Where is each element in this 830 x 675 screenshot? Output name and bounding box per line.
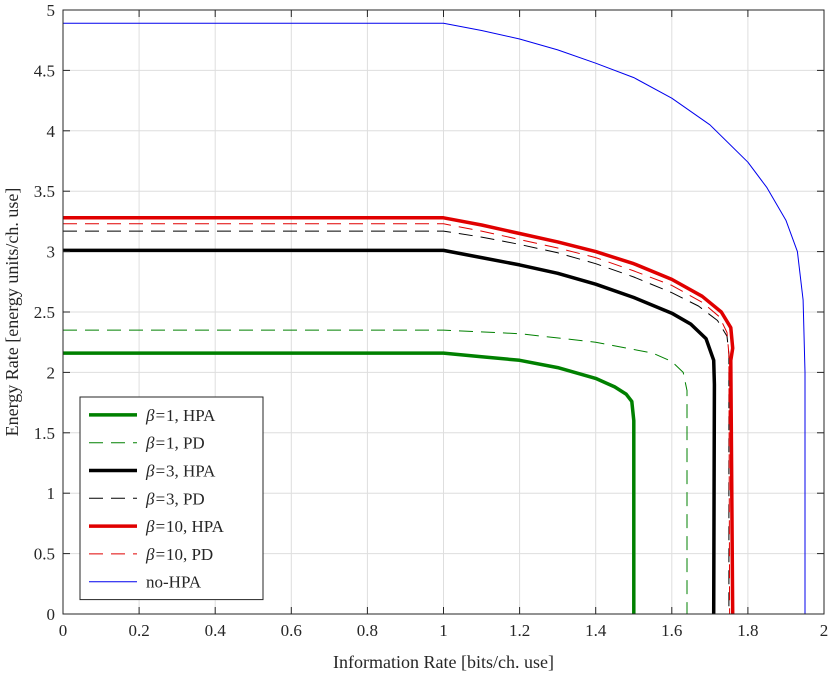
y-tick-label: 1.5 xyxy=(34,424,55,443)
series-line-5 xyxy=(63,216,735,615)
legend-label: no-HPA xyxy=(146,573,202,592)
y-tick-label: 2 xyxy=(47,363,56,382)
series-line-1 xyxy=(63,351,636,614)
series-line-6 xyxy=(63,223,731,615)
y-tick-label: 3 xyxy=(47,243,56,262)
x-tick-label: 0.2 xyxy=(128,621,149,640)
legend-label: β=1, HPA xyxy=(145,406,216,425)
y-tick-label: 0 xyxy=(47,605,56,624)
y-tick-label: 4 xyxy=(47,122,56,141)
x-tick-label: 0 xyxy=(59,621,68,640)
legend-label: β=3, PD xyxy=(145,489,205,508)
y-tick-label: 2.5 xyxy=(34,303,55,322)
y-tick-label: 3.5 xyxy=(34,182,55,201)
series-line-3 xyxy=(63,248,717,615)
x-tick-label: 1.6 xyxy=(661,621,682,640)
x-tick-label: 0.4 xyxy=(205,621,227,640)
x-tick-label: 1.8 xyxy=(737,621,758,640)
x-tick-label: 1 xyxy=(439,621,448,640)
series-line-2 xyxy=(63,329,688,614)
legend: β=1, HPA β=1, PD β=3, HPA β=3, PD β=10, HPA β… xyxy=(79,396,264,601)
plot-series xyxy=(63,22,806,615)
x-axis-label: Information Rate [bits/ch. use] xyxy=(333,652,554,672)
x-tick-label: 1.4 xyxy=(585,621,607,640)
legend-label: β=3, HPA xyxy=(145,462,216,481)
y-tick-label: 0.5 xyxy=(34,545,55,564)
series-line-7 xyxy=(63,22,806,614)
y-axis-label: Energy Rate [energy units/ch. use] xyxy=(2,188,22,437)
legend-box xyxy=(79,396,264,601)
legend-label: β=10, HPA xyxy=(145,517,225,536)
y-tick-label: 4.5 xyxy=(34,61,55,80)
x-tick-label: 0.6 xyxy=(281,621,302,640)
x-tick-label: 1.2 xyxy=(509,621,530,640)
axis-ticks: 0 0.2 0.4 0.6 0.8 1 1.2 1.4 1.6 1.8 2 0 0.5 1 1.5 2 2.5 3… xyxy=(34,1,829,640)
x-tick-label: 0.8 xyxy=(357,621,378,640)
legend-label: β=1, PD xyxy=(145,434,205,453)
x-tick-label: 2 xyxy=(820,621,829,640)
y-tick-label: 5 xyxy=(47,1,56,20)
legend-label: β=10, PD xyxy=(145,545,213,564)
y-tick-label: 1 xyxy=(47,484,56,503)
